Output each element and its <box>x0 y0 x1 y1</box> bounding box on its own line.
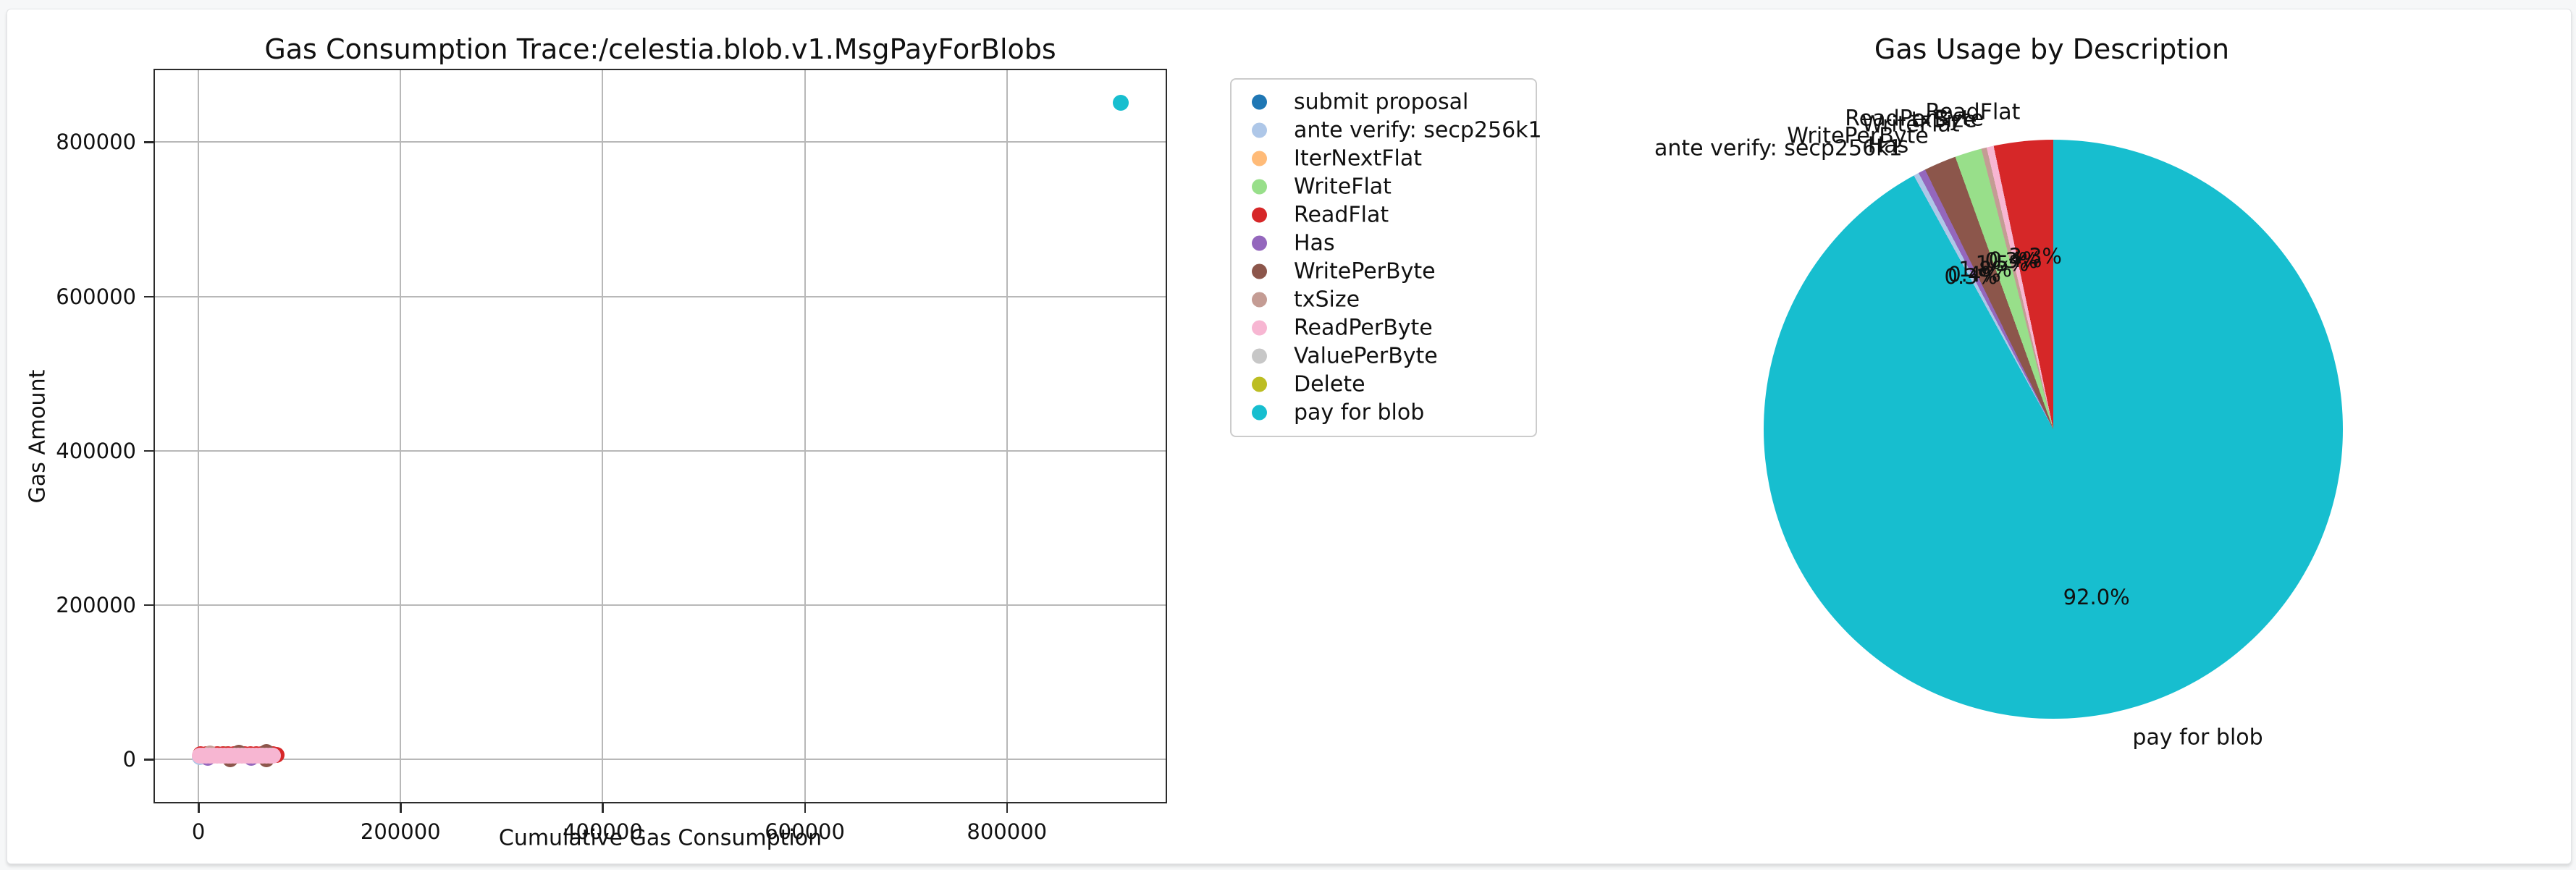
legend-item-label: ante verify: secp256k1 <box>1294 117 1542 143</box>
pie-slice-pct-writeperbyte: 1.8% <box>1958 257 2012 282</box>
legend: submit proposal ante verify: secp256k1 Ite… <box>1230 78 1542 437</box>
tick-label-x: 800000 <box>967 819 1048 844</box>
tick-label-x: 200000 <box>360 819 441 844</box>
legend-item-label: submit proposal <box>1294 89 1469 114</box>
pie-slice-pct-has: 0.4% <box>1948 262 2001 287</box>
legend-item-readflat: ReadFlat <box>1232 200 1536 229</box>
legend-item-label: Delete <box>1294 371 1365 397</box>
gridline-x <box>400 70 402 802</box>
gridline-x <box>1006 70 1008 802</box>
pie-slice-label-writeflat: WriteFlat <box>1861 111 1960 138</box>
legend-marker-icon <box>1252 405 1267 420</box>
pie-title: Gas Usage by Description <box>1874 33 2230 65</box>
legend-item-label: txSize <box>1294 287 1360 312</box>
legend-item-label: ValuePerByte <box>1294 343 1438 368</box>
tick-x <box>400 803 402 813</box>
gridline-y <box>155 295 1166 297</box>
legend-item-delete: Delete <box>1232 370 1536 398</box>
pie-slice-label-ante-verify-secp256k1: ante verify: secp256k1 <box>1654 135 1903 161</box>
tick-label-y: 600000 <box>56 284 136 309</box>
legend-marker-icon <box>1252 263 1267 279</box>
gridline-y <box>155 141 1166 143</box>
legend-item-readperbyte: ReadPerByte <box>1232 313 1536 342</box>
tick-label-y: 800000 <box>56 130 136 155</box>
gridline-x <box>198 70 200 802</box>
legend-item-label: ReadFlat <box>1294 202 1389 227</box>
scatter-plot-area <box>153 69 1167 803</box>
tick-label-x: 600000 <box>765 819 845 844</box>
pie-slice-pct-readperbyte: 0.4% <box>1988 247 2042 272</box>
legend-marker-icon <box>1252 94 1267 109</box>
figure-card: Gas Consumption Trace:/celestia.blob.v1.… <box>7 9 2572 864</box>
legend-marker-icon <box>1252 235 1267 250</box>
legend-item-label: ReadPerByte <box>1294 315 1433 340</box>
tick-y <box>144 759 153 761</box>
legend-item-label: WritePerByte <box>1294 258 1436 284</box>
legend-item-label: Has <box>1294 230 1335 255</box>
legend-item-valueperbyte: ValuePerByte <box>1232 342 1536 370</box>
legend-item-submit-proposal: submit proposal <box>1232 88 1536 116</box>
legend-marker-icon <box>1252 320 1267 335</box>
tick-x <box>804 803 807 813</box>
pie-slice-pct-txsize: 0.3% <box>1984 248 2039 273</box>
scatter-title: Gas Consumption Trace:/celestia.blob.v1.… <box>264 33 1056 65</box>
legend-item-has: Has <box>1232 229 1536 257</box>
pie-slice-pct-pay-for-blob: 92.0% <box>2063 585 2130 610</box>
legend-item-label: IterNextFlat <box>1294 145 1423 171</box>
legend-marker-icon <box>1252 348 1267 363</box>
pie-slice-label-readperbyte: ReadPerByte <box>1845 106 1984 132</box>
tick-x <box>602 803 604 813</box>
tick-y <box>144 449 153 452</box>
tick-y <box>144 604 153 607</box>
tick-label-y: 0 <box>122 747 136 772</box>
legend-marker-icon <box>1252 122 1267 138</box>
gridline-x <box>804 70 806 802</box>
legend-marker-icon <box>1252 376 1267 392</box>
legend-marker-icon <box>1252 179 1267 194</box>
gridline-y <box>155 759 1166 761</box>
tick-label-y: 400000 <box>56 438 136 463</box>
gridline-y <box>155 604 1166 606</box>
legend-marker-icon <box>1252 292 1267 307</box>
legend-item-writeperbyte: WritePerByte <box>1232 257 1536 285</box>
tick-label-y: 200000 <box>56 592 136 617</box>
pie-slice-label-has: Has <box>1867 132 1909 159</box>
gridline-y <box>155 449 1166 452</box>
gridline-x <box>602 70 604 802</box>
y-axis-label: Gas Amount <box>25 369 51 504</box>
legend-item-iternextflat: IterNextFlat <box>1232 144 1536 172</box>
x-axis-label: Cumulative Gas Consumption <box>498 825 822 851</box>
legend-item-writeflat: WriteFlat <box>1232 172 1536 200</box>
legend-item-label: WriteFlat <box>1294 174 1392 199</box>
pie-slice-label-txsize: txSize <box>1911 107 1977 133</box>
pie-slice-label-pay-for-blob: pay for blob <box>2132 725 2263 751</box>
tick-label-x: 0 <box>191 819 206 844</box>
tick-x <box>198 803 200 813</box>
legend-item-txsize: txSize <box>1232 285 1536 313</box>
legend-item-label: pay for blob <box>1294 400 1425 425</box>
tick-y <box>144 141 153 143</box>
tick-label-x: 400000 <box>563 819 643 844</box>
pie-slice-label-writeperbyte: WritePerByte <box>1787 123 1929 149</box>
tick-y <box>144 295 153 298</box>
legend-marker-icon <box>1252 151 1267 166</box>
legend-item-ante-verify-secp256k1: ante verify: secp256k1 <box>1232 116 1542 144</box>
tick-x <box>1006 803 1009 813</box>
legend-item-pay-for-blob: pay for blob <box>1232 398 1536 426</box>
pie-slice-label-readflat: ReadFlat <box>1925 99 2021 125</box>
pie-slice-pct-writeflat: 1.5% <box>1975 250 2029 276</box>
pie-chart <box>1764 140 2343 719</box>
scatter-point-pay-for-blob <box>1113 94 1129 111</box>
pie-slice-pct-readflat: 3.3% <box>2008 244 2062 269</box>
pie-slice-pct-ante-verify-secp256k1: 0.3% <box>1944 263 1998 289</box>
legend-marker-icon <box>1252 207 1267 222</box>
scatter-point-readperbyte <box>265 748 282 764</box>
